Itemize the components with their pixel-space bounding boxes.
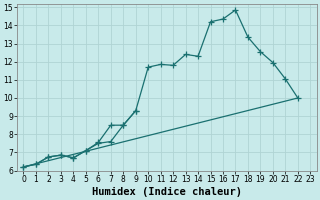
- X-axis label: Humidex (Indice chaleur): Humidex (Indice chaleur): [92, 186, 242, 197]
